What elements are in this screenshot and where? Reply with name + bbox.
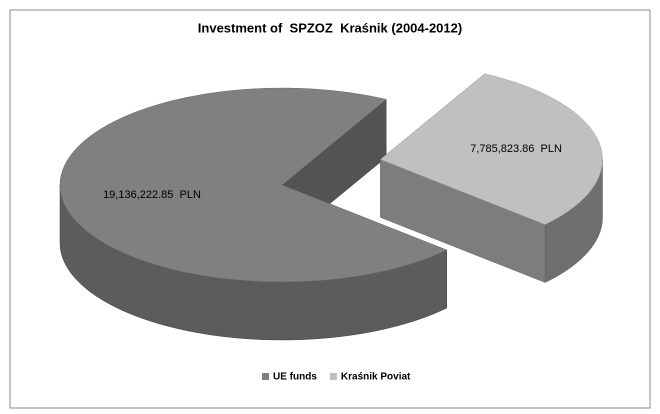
legend-label: Kraśnik Poviat <box>341 372 411 383</box>
pie-slice <box>380 73 603 225</box>
data-label: 7,785,823.86 PLN <box>470 143 562 155</box>
legend-swatch <box>262 373 269 380</box>
pie-slice <box>59 87 448 283</box>
legend-label: UE funds <box>273 372 317 383</box>
legend-swatch <box>329 373 337 380</box>
data-label: 19,136,222.85 PLN <box>103 189 201 201</box>
chart-title: Investment of SPZOZ Kraśnik (2004-2012) <box>198 20 462 35</box>
